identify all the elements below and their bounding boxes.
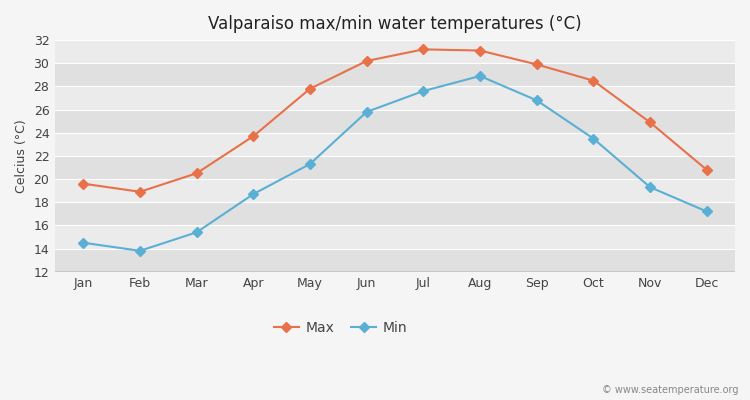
Bar <box>55 40 735 63</box>
Legend: Max, Min: Max, Min <box>268 316 413 341</box>
Max <box>646 120 655 125</box>
Max <box>532 62 542 67</box>
Min <box>192 230 201 235</box>
Max <box>476 48 484 53</box>
Line: Min: Min <box>80 72 710 255</box>
Bar <box>55 225 735 248</box>
Max <box>589 78 598 83</box>
Min <box>249 192 258 196</box>
Min <box>305 162 314 166</box>
Min <box>646 185 655 190</box>
Min <box>589 136 598 141</box>
Max <box>305 86 314 91</box>
Max <box>79 181 88 186</box>
Bar <box>55 156 735 179</box>
Max <box>192 171 201 176</box>
Text: © www.seatemperature.org: © www.seatemperature.org <box>602 385 739 395</box>
Bar <box>55 202 735 225</box>
Min <box>79 240 88 245</box>
Min <box>476 74 484 78</box>
Bar <box>55 179 735 202</box>
Bar <box>55 133 735 156</box>
Min <box>702 209 711 214</box>
Min <box>362 110 371 114</box>
Max <box>136 189 145 194</box>
Line: Max: Max <box>80 46 710 196</box>
Min <box>532 98 542 103</box>
Bar <box>55 86 735 110</box>
Max <box>362 58 371 63</box>
Bar <box>55 248 735 272</box>
Min <box>419 89 428 94</box>
Bar <box>55 63 735 86</box>
Max <box>702 167 711 172</box>
Bar <box>55 110 735 133</box>
Max <box>419 47 428 52</box>
Y-axis label: Celcius (°C): Celcius (°C) <box>15 119 28 193</box>
Max <box>249 134 258 139</box>
Title: Valparaiso max/min water temperatures (°C): Valparaiso max/min water temperatures (°… <box>209 15 582 33</box>
Min <box>136 248 145 253</box>
